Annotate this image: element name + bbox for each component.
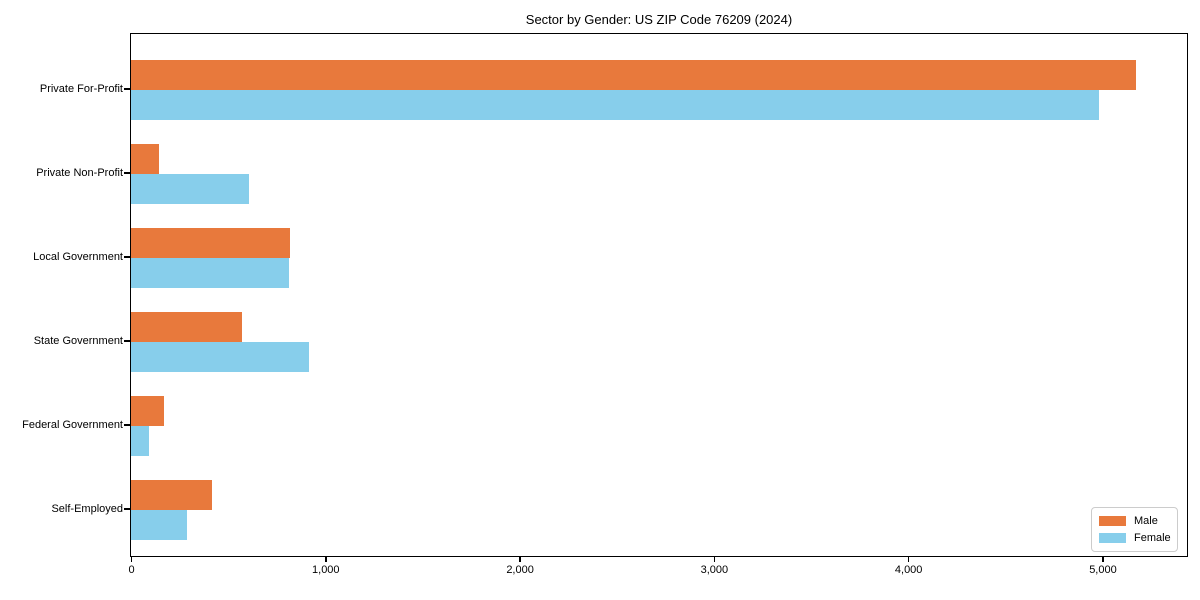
bar-male-5 (131, 480, 212, 510)
bar-female-5 (131, 510, 188, 540)
x-axis-tick-label-2: 2,000 (506, 564, 534, 576)
legend-item-male: Male (1099, 515, 1170, 527)
x-axis-tick-label-0: 0 (128, 564, 135, 576)
y-tick-mark-5 (124, 508, 130, 510)
bar-female-0 (131, 90, 1100, 120)
female-swatch-icon (1099, 533, 1126, 543)
y-axis-label-4: Federal Government (22, 419, 123, 431)
x-axis-tick-label-3: 3,000 (700, 564, 729, 576)
y-axis-label-2: Local Government (33, 251, 123, 263)
bar-male-4 (131, 396, 165, 426)
y-tick-mark-0 (124, 88, 130, 90)
x-axis-tick-label-4: 4,000 (894, 564, 923, 576)
x-tick-mark-5 (1102, 556, 1104, 562)
plot-area (130, 33, 1188, 557)
legend-item-female: Female (1099, 532, 1171, 544)
bar-female-3 (131, 342, 309, 372)
y-tick-mark-4 (124, 424, 130, 426)
y-tick-mark-3 (124, 340, 130, 342)
y-axis-label-0: Private For-Profit (39, 83, 123, 95)
y-axis-label-3: State Government (33, 335, 123, 347)
x-tick-mark-1 (325, 556, 327, 562)
bar-female-2 (131, 258, 289, 288)
bar-male-2 (131, 228, 291, 258)
bar-female-4 (131, 426, 149, 456)
y-tick-mark-2 (124, 256, 130, 258)
y-axis-label-1: Private Non-Profit (36, 167, 123, 179)
x-tick-mark-4 (907, 556, 910, 562)
x-axis-tick-label-5: 5,000 (1089, 564, 1117, 576)
bar-male-1 (131, 144, 160, 174)
x-tick-mark-2 (519, 556, 521, 562)
male-swatch-icon (1099, 516, 1126, 526)
x-tick-mark-0 (130, 556, 133, 562)
y-axis-label-5: Self-Employed (51, 503, 123, 515)
legend-label-male: Male (1134, 515, 1158, 527)
x-tick-mark-3 (713, 556, 716, 562)
x-axis-tick-label-1: 1,000 (312, 564, 340, 576)
bar-female-1 (131, 174, 249, 204)
bar-male-3 (131, 312, 242, 342)
y-tick-mark-1 (124, 172, 130, 174)
chart-title: Sector by Gender: US ZIP Code 76209 (202… (525, 12, 793, 27)
legend-label-female: Female (1134, 532, 1171, 544)
legend: Male Female (1091, 507, 1178, 552)
bar-male-0 (131, 60, 1137, 90)
